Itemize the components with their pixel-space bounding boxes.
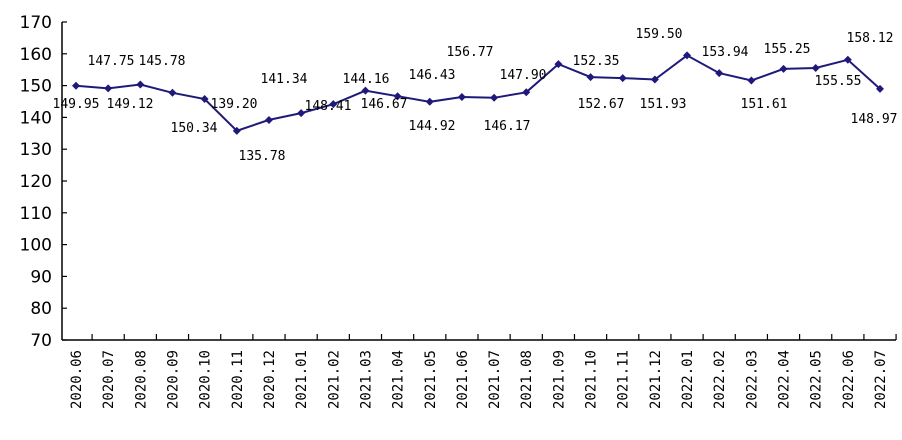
data-label: 147.75 <box>88 54 135 69</box>
data-point <box>747 76 756 85</box>
x-tick-label: 2022.04 <box>777 350 793 409</box>
data-point <box>104 84 113 93</box>
y-axis-ticks: 70 80 90 100 110 120 130 140 150 160 170 <box>20 13 67 351</box>
series-line <box>75 54 881 132</box>
x-tick-label: 2022.05 <box>809 350 825 409</box>
data-label: 146.43 <box>409 68 456 83</box>
data-label: 155.55 <box>815 74 862 89</box>
data-point <box>876 84 884 93</box>
data-point <box>811 63 820 72</box>
data-label: 156.77 <box>447 45 494 60</box>
y-tick-label: 80 <box>30 299 52 319</box>
data-label: 152.67 <box>578 97 625 112</box>
data-label: 147.90 <box>500 68 547 83</box>
x-tick-label: 2020.12 <box>262 350 278 409</box>
y-tick-label: 110 <box>20 204 52 224</box>
x-tick-label: 2022.02 <box>712 350 728 409</box>
x-tick-label: 2021.10 <box>584 350 600 409</box>
data-label: 148.97 <box>851 112 898 127</box>
data-label: 144.16 <box>343 72 390 87</box>
x-tick-label: 2021.11 <box>616 350 632 409</box>
data-label: 150.34 <box>171 121 218 136</box>
y-tick-label: 170 <box>20 13 52 33</box>
data-label: 158.12 <box>847 31 894 46</box>
x-tick-label: 2020.10 <box>198 350 214 409</box>
data-point <box>264 115 273 124</box>
data-label: 145.78 <box>139 54 186 69</box>
x-tick-label: 2020.06 <box>69 350 85 409</box>
data-label: 141.34 <box>261 72 308 87</box>
data-point <box>522 88 531 97</box>
y-tick-label: 70 <box>30 331 52 351</box>
data-point <box>136 80 145 89</box>
y-tick-label: 150 <box>20 77 52 97</box>
data-markers <box>72 51 884 135</box>
y-tick-label: 130 <box>20 140 52 160</box>
data-point <box>457 92 466 101</box>
x-axis-ticks: 2020.06 2020.07 2020.08 2020.09 2020.10 2020.… <box>69 334 897 409</box>
data-point <box>650 75 659 84</box>
x-tick-label: 2022.06 <box>841 350 857 409</box>
data-label: 144.92 <box>409 119 456 134</box>
data-point <box>554 60 563 69</box>
data-point <box>361 86 370 95</box>
y-tick-label: 160 <box>20 45 52 65</box>
x-tick-label: 2021.01 <box>294 350 310 409</box>
x-tick-label: 2021.02 <box>326 350 342 409</box>
data-label: 152.35 <box>573 54 620 69</box>
data-label: 159.50 <box>636 27 683 42</box>
data-point <box>618 74 627 83</box>
data-point <box>200 95 209 104</box>
data-point <box>683 51 692 60</box>
data-point <box>843 55 852 64</box>
data-point <box>329 100 338 109</box>
data-point <box>586 73 595 82</box>
data-label: 148.41 <box>305 99 352 114</box>
x-tick-label: 2022.01 <box>680 350 696 409</box>
x-tick-label: 2020.11 <box>230 350 246 409</box>
x-tick-label: 2021.09 <box>551 350 567 409</box>
data-point <box>232 126 241 135</box>
y-tick-label: 120 <box>20 172 52 192</box>
y-tick-label: 100 <box>20 236 52 256</box>
x-tick-label: 2020.08 <box>133 350 149 409</box>
x-tick-label: 2020.09 <box>165 350 181 409</box>
data-label: 139.20 <box>211 97 258 112</box>
data-point <box>297 109 306 118</box>
x-tick-label: 2021.06 <box>455 350 471 409</box>
data-point <box>393 92 402 101</box>
data-point <box>779 64 788 73</box>
x-tick-label: 2022.03 <box>744 350 760 409</box>
y-tick-label: 140 <box>20 108 52 128</box>
x-tick-label: 2021.12 <box>648 350 664 409</box>
x-tick-label: 2021.07 <box>487 350 503 409</box>
y-tick-label: 90 <box>30 267 52 287</box>
data-point <box>72 81 80 90</box>
data-label: 135.78 <box>239 149 286 164</box>
x-tick-label: 2021.04 <box>391 350 407 409</box>
data-label: 146.17 <box>484 119 531 134</box>
data-label: 146.67 <box>361 97 408 112</box>
x-tick-label: 2020.07 <box>101 350 117 409</box>
x-tick-label: 2021.03 <box>358 350 374 409</box>
data-label: 151.61 <box>741 97 788 112</box>
data-label: 149.95 <box>53 97 100 112</box>
data-label: 149.12 <box>107 97 154 112</box>
data-label: 151.93 <box>640 97 687 112</box>
data-point <box>425 97 434 106</box>
data-label: 155.25 <box>764 42 811 57</box>
data-point <box>490 93 499 102</box>
data-label: 153.94 <box>702 45 749 60</box>
x-tick-label: 2022.07 <box>873 350 889 409</box>
x-tick-label: 2021.08 <box>519 350 535 409</box>
data-point <box>715 69 724 78</box>
x-tick-label: 2021.05 <box>423 350 439 409</box>
data-point <box>168 88 177 97</box>
data-labels: 149.95 147.75 149.12 145.78 150.34 139.20 135.… <box>53 27 898 164</box>
